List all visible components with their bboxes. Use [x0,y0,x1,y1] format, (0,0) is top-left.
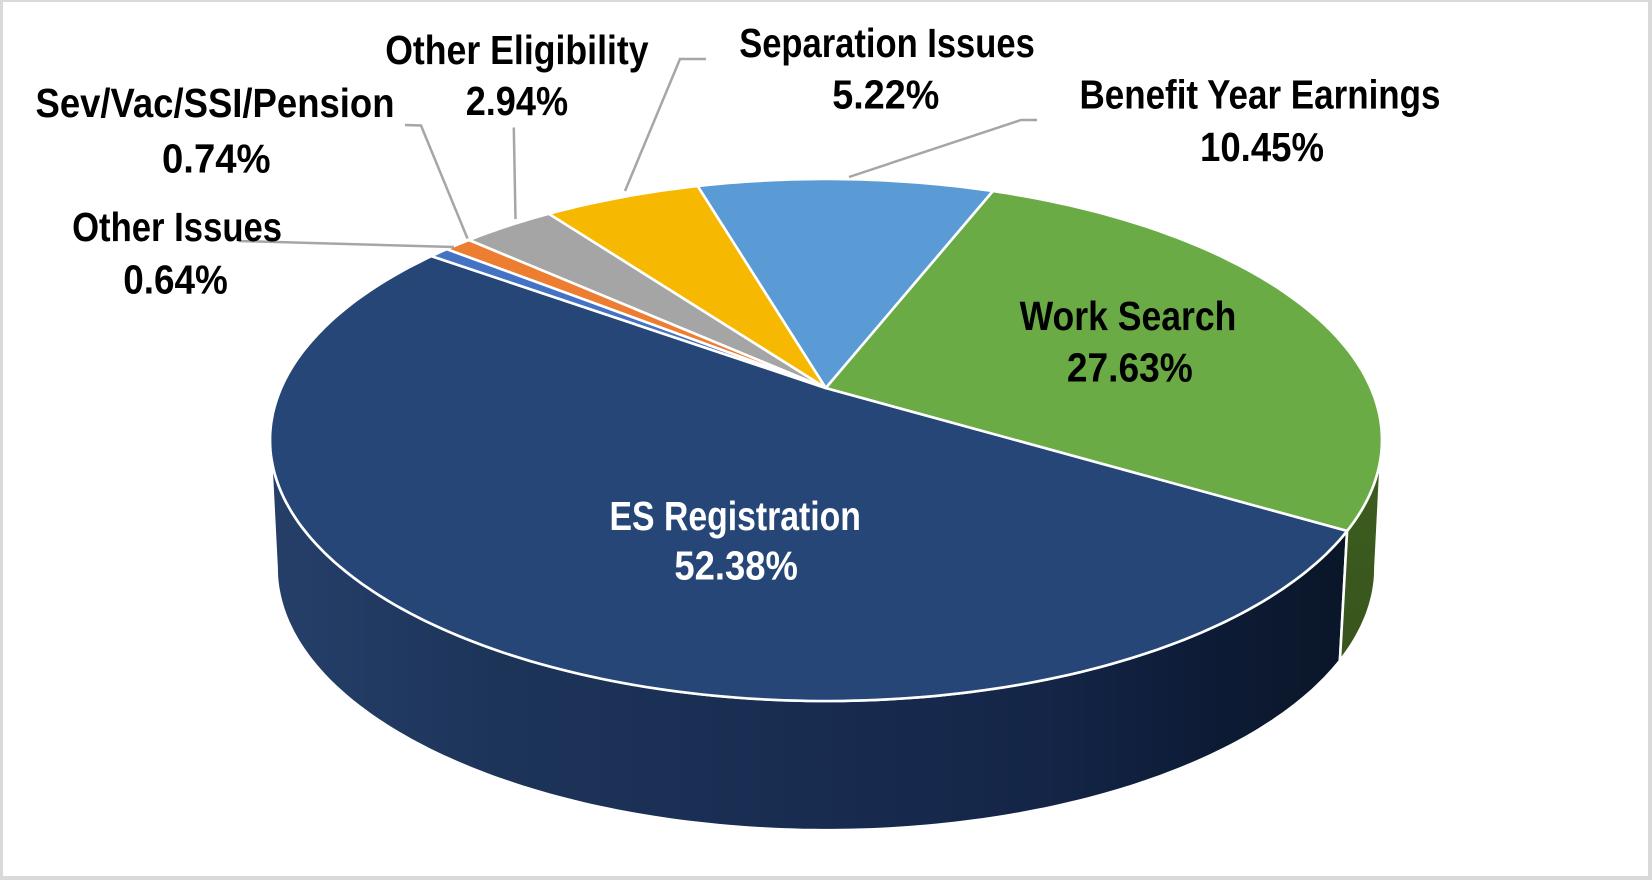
svg-text:2.94%: 2.94% [466,78,568,124]
svg-text:Sev/Vac/SSI/Pension: Sev/Vac/SSI/Pension [36,80,395,126]
svg-text:52.38%: 52.38% [674,543,798,589]
svg-text:Other Issues: Other Issues [72,204,282,250]
svg-text:ES Registration: ES Registration [610,493,861,539]
svg-text:Separation Issues: Separation Issues [739,20,1035,66]
svg-text:10.45%: 10.45% [1200,124,1324,170]
svg-text:27.63%: 27.63% [1067,345,1193,391]
svg-text:0.64%: 0.64% [123,257,228,303]
svg-text:Other Eligibility: Other Eligibility [385,27,649,73]
svg-text:Work Search: Work Search [1020,293,1237,339]
svg-text:5.22%: 5.22% [832,72,939,118]
svg-text:Benefit Year Earnings: Benefit Year Earnings [1080,72,1441,118]
svg-text:0.74%: 0.74% [162,136,271,182]
